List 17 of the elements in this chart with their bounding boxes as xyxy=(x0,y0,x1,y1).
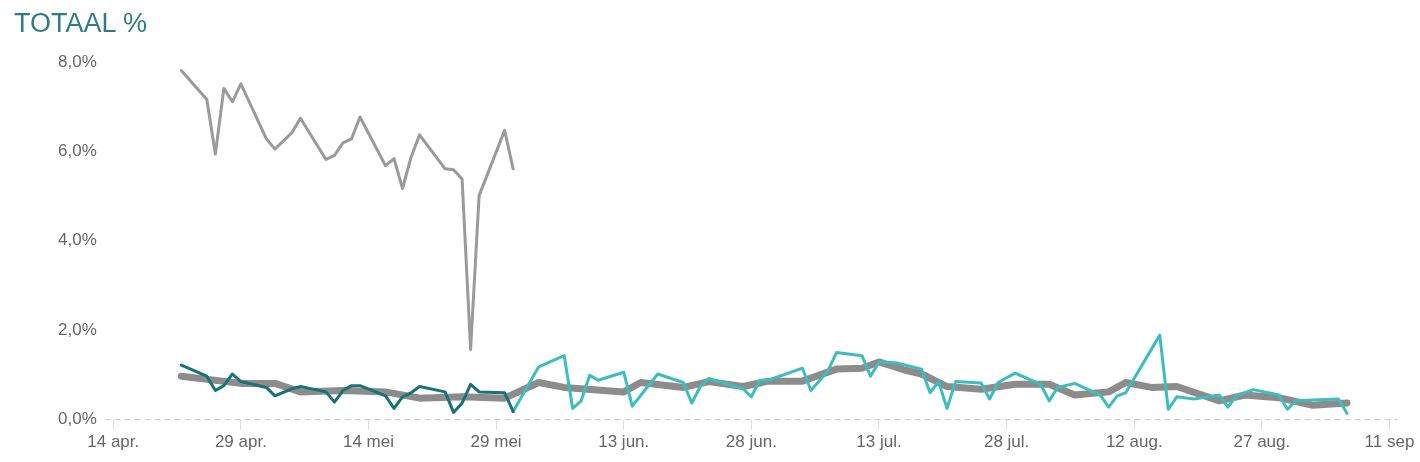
x-tick-label: 13 jun. xyxy=(598,432,650,452)
chart-title: TOTAAL % xyxy=(14,8,148,39)
x-tick-label: 14 mei xyxy=(342,432,395,452)
y-tick-label: 8,0% xyxy=(58,51,97,71)
x-tick-label: 11 sep xyxy=(1364,432,1415,452)
x-tick-label: 14 apr. xyxy=(87,432,140,452)
x-tick-label: 28 jul. xyxy=(983,432,1030,452)
x-tick-label: 28 jun. xyxy=(725,432,777,452)
y-tick-label: 2,0% xyxy=(58,319,97,339)
x-tick-label: 29 mei xyxy=(470,432,522,452)
y-tick-label: 4,0% xyxy=(58,230,97,250)
y-tick-label: 0,0% xyxy=(58,409,97,429)
x-tick-label: 27 aug. xyxy=(1233,432,1291,452)
x-tick-label: 13 jul. xyxy=(856,432,902,452)
y-tick-label: 6,0% xyxy=(58,141,97,161)
x-tick-label: 29 apr. xyxy=(214,432,267,452)
x-tick-label: 12 aug. xyxy=(1105,432,1163,452)
